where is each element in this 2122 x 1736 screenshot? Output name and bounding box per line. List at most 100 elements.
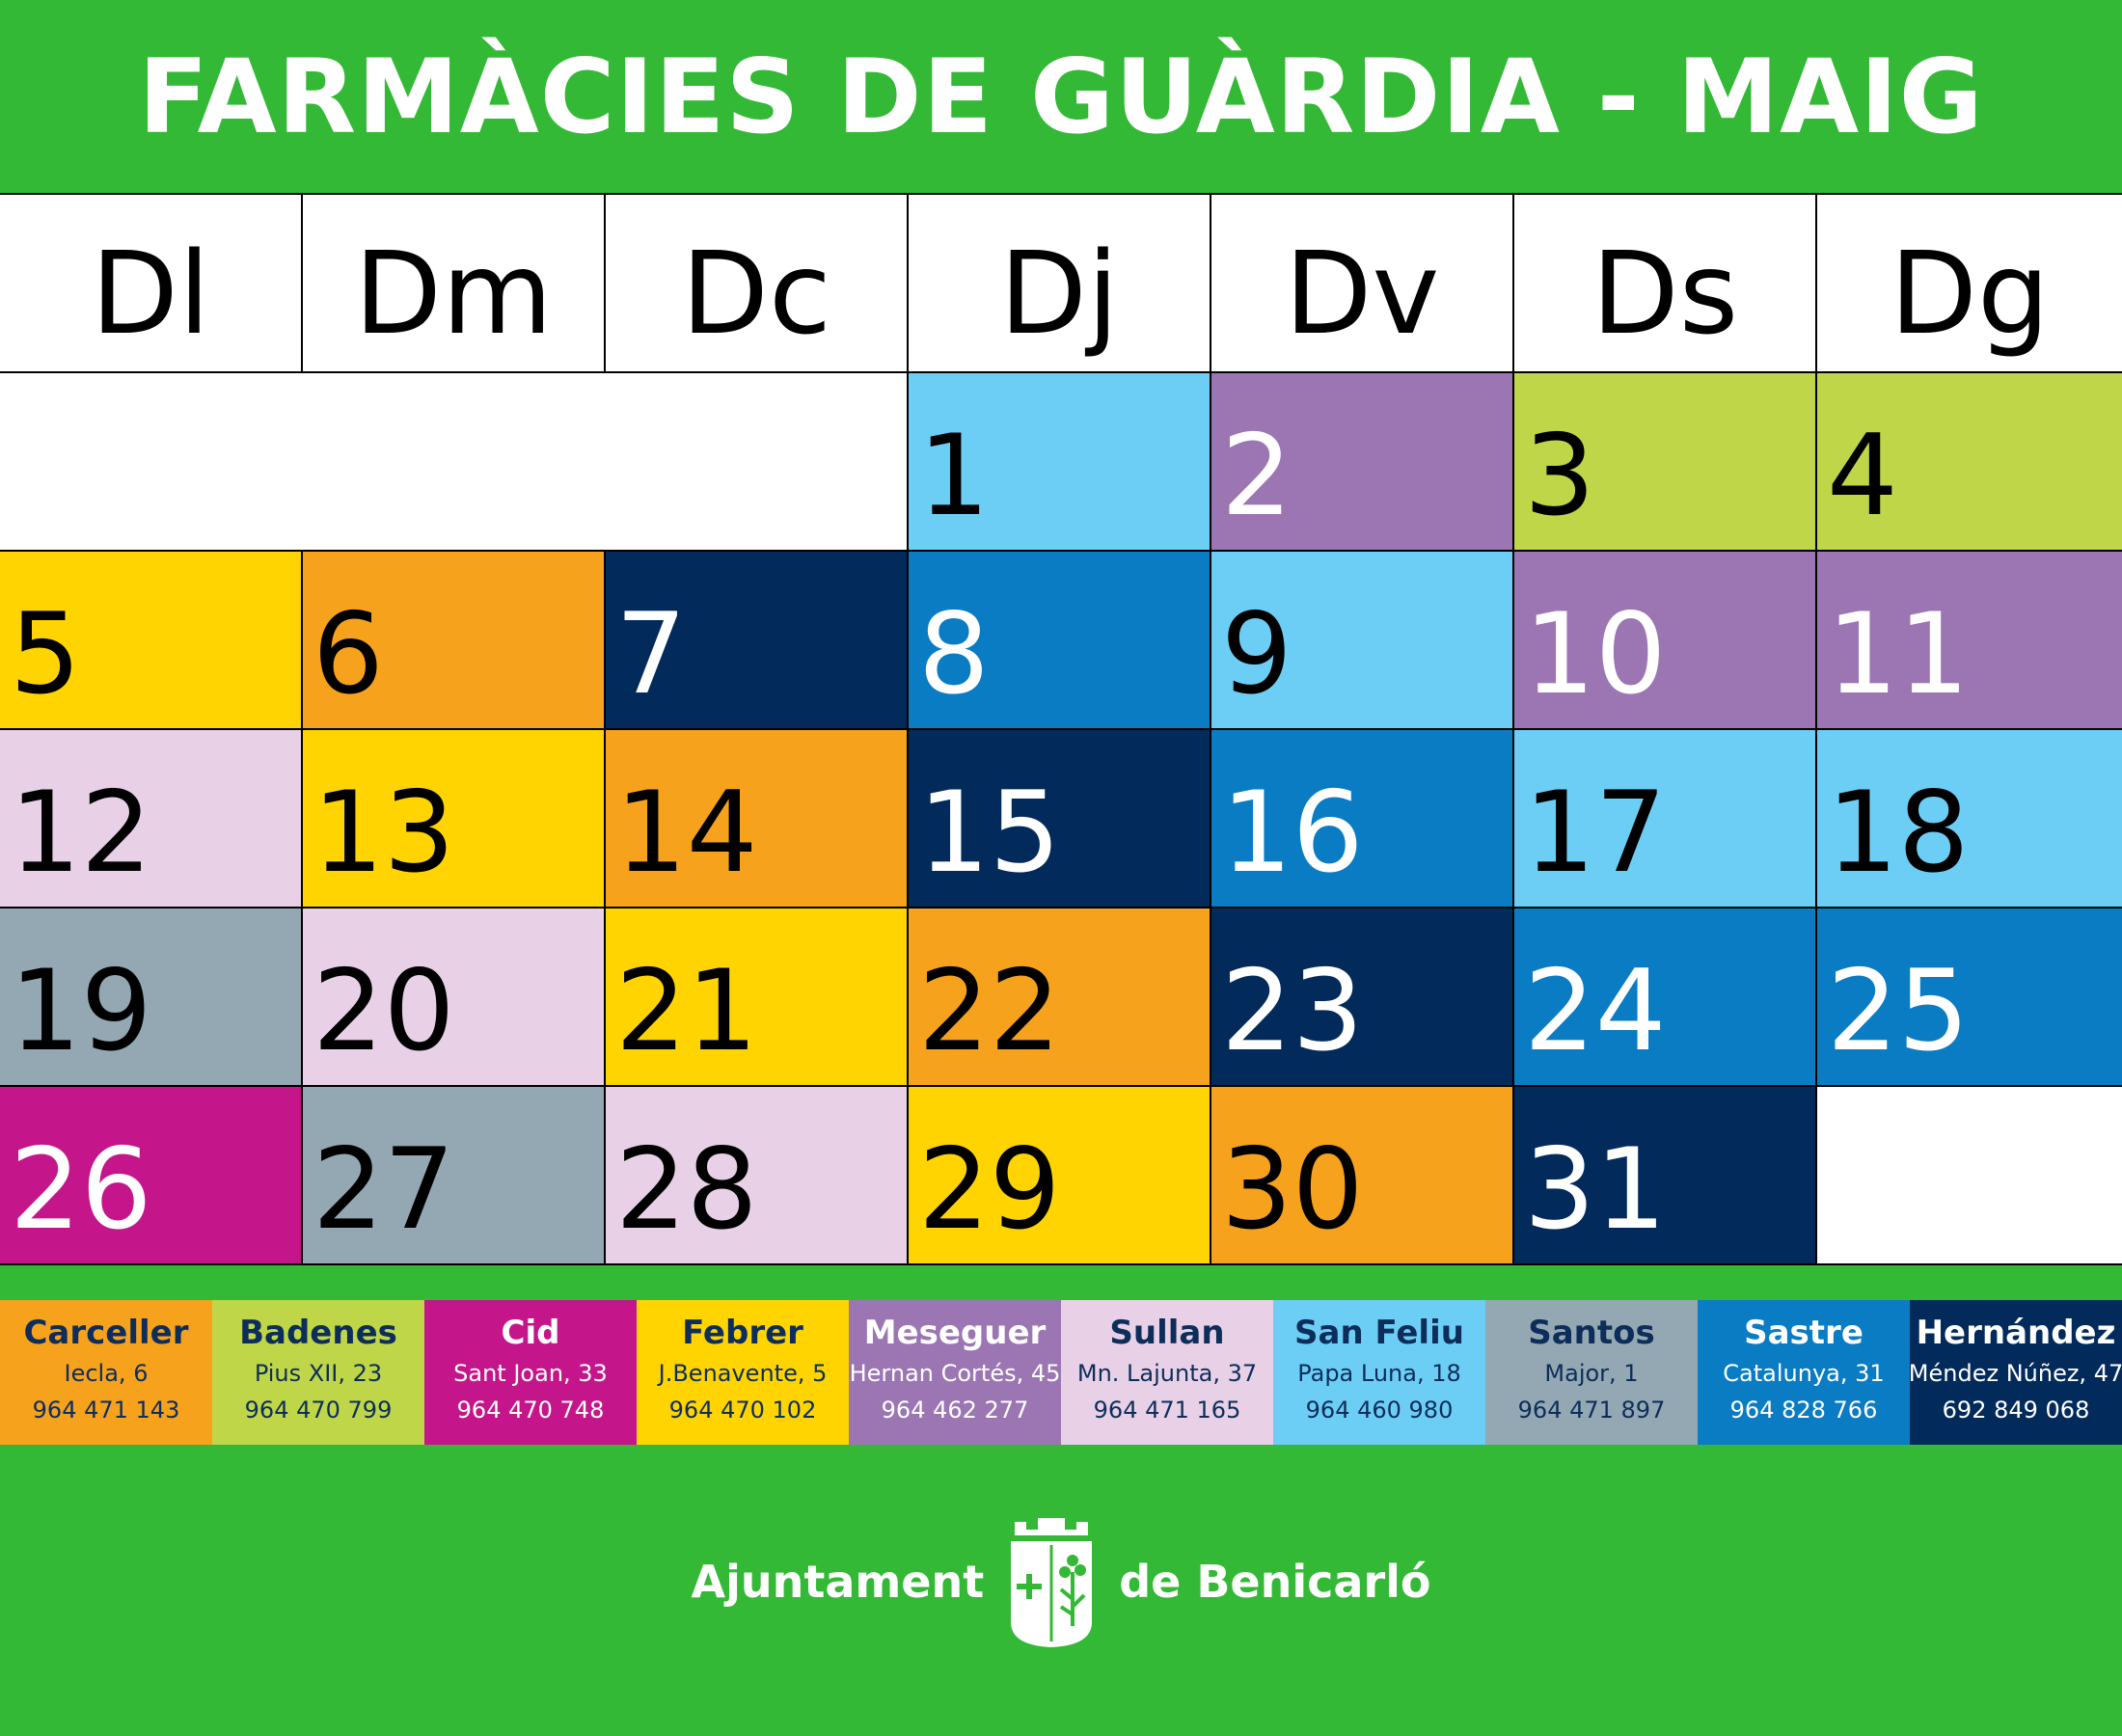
benicarlo-crest-icon bbox=[1011, 1518, 1093, 1647]
calendar-top-border bbox=[0, 193, 2122, 195]
pharmacy-address: Méndez Núñez, 47 bbox=[1910, 1360, 2122, 1387]
pharmacy-address: Papa Luna, 18 bbox=[1297, 1360, 1461, 1387]
pharmacy-legend-item: Febrer J.Benavente, 5 964 470 102 bbox=[637, 1300, 849, 1445]
day-number: 8 bbox=[918, 589, 990, 719]
day-number: 10 bbox=[1524, 589, 1667, 719]
calendar-day-cell: 6 bbox=[303, 552, 606, 730]
calendar-day-cell: 12 bbox=[0, 730, 303, 909]
weekday-header: Dl bbox=[0, 195, 303, 373]
pharmacy-name: San Feliu bbox=[1294, 1314, 1464, 1352]
pharmacy-name: Febrer bbox=[682, 1314, 803, 1352]
day-number: 29 bbox=[918, 1125, 1061, 1255]
pharmacy-address: Major, 1 bbox=[1544, 1360, 1639, 1387]
calendar-day-cell: 14 bbox=[606, 730, 909, 909]
calendar-day-cell: 25 bbox=[1817, 909, 2122, 1087]
day-number: 23 bbox=[1221, 946, 1364, 1076]
pharmacy-legend-item: Sullan Mn. Lajunta, 37 964 471 165 bbox=[1061, 1300, 1273, 1445]
pharmacy-legend-item: Hernández Méndez Núñez, 47 692 849 068 bbox=[1910, 1300, 2122, 1445]
day-number: 20 bbox=[313, 946, 455, 1076]
pharmacy-address: Mn. Lajunta, 37 bbox=[1076, 1360, 1258, 1387]
pharmacy-phone: 964 471 897 bbox=[1517, 1397, 1666, 1424]
day-number: 25 bbox=[1827, 946, 1970, 1076]
pharmacy-address: Catalunya, 31 bbox=[1723, 1360, 1885, 1387]
calendar-day-cell: 9 bbox=[1211, 552, 1514, 730]
day-number: 4 bbox=[1827, 411, 1898, 541]
pharmacy-phone: 964 470 102 bbox=[668, 1397, 817, 1424]
pharmacy-address: Sant Joan, 33 bbox=[453, 1360, 608, 1387]
calendar-day-cell: 28 bbox=[606, 1087, 909, 1265]
day-number: 14 bbox=[615, 768, 758, 898]
calendar-day-cell: 24 bbox=[1514, 909, 1817, 1087]
empty-cell bbox=[1817, 1087, 2122, 1265]
pharmacy-name: Hernández bbox=[1916, 1314, 2116, 1352]
footer-logo: Ajuntament de Benicarló bbox=[0, 1485, 2122, 1678]
footer-text-right: de Benicarló bbox=[1119, 1556, 1431, 1608]
pharmacy-name: Carceller bbox=[23, 1314, 189, 1352]
pharmacy-address: J.Benavente, 5 bbox=[658, 1360, 828, 1387]
pharmacy-phone: 964 828 766 bbox=[1729, 1397, 1878, 1424]
day-number: 16 bbox=[1221, 768, 1364, 898]
calendar-day-cell: 3 bbox=[1514, 373, 1817, 552]
day-number: 1 bbox=[918, 411, 990, 541]
day-number: 31 bbox=[1524, 1125, 1667, 1255]
weekday-header: Dv bbox=[1211, 195, 1514, 373]
calendar-day-cell: 30 bbox=[1211, 1087, 1514, 1265]
day-number: 21 bbox=[615, 946, 758, 1076]
pharmacy-phone: 692 849 068 bbox=[1942, 1397, 2090, 1424]
calendar-day-cell: 4 bbox=[1817, 373, 2122, 552]
day-number: 19 bbox=[10, 946, 152, 1076]
pharmacy-name: Meseguer bbox=[863, 1314, 1047, 1352]
day-number: 27 bbox=[313, 1125, 455, 1255]
calendar-day-cell: 15 bbox=[909, 730, 1211, 909]
calendar-day-cell: 7 bbox=[606, 552, 909, 730]
calendar-day-cell: 20 bbox=[303, 909, 606, 1087]
pharmacy-phone: 964 462 277 bbox=[881, 1397, 1029, 1424]
pharmacy-name: Sastre bbox=[1744, 1314, 1864, 1352]
weekday-header: Dm bbox=[303, 195, 606, 373]
calendar-day-cell: 21 bbox=[606, 909, 909, 1087]
calendar-grid: Dl Dm Dc Dj Dv Ds Dg 1 2 3 4 5 6 7 8 9 10 11 12 13 14 15 16 17… bbox=[0, 193, 2122, 1265]
pharmacy-address: Pius XII, 23 bbox=[254, 1360, 383, 1387]
day-number: 5 bbox=[10, 589, 81, 719]
pharmacy-legend-item: Carceller Iecla, 6 964 471 143 bbox=[0, 1300, 212, 1445]
day-number: 13 bbox=[313, 768, 455, 898]
day-number: 15 bbox=[918, 768, 1061, 898]
pharmacy-legend-item: Sastre Catalunya, 31 964 828 766 bbox=[1698, 1300, 1910, 1445]
pharmacy-phone: 964 471 165 bbox=[1093, 1397, 1241, 1424]
pharmacy-name: Badenes bbox=[239, 1314, 397, 1352]
day-number: 30 bbox=[1221, 1125, 1364, 1255]
pharmacy-name: Cid bbox=[501, 1314, 560, 1352]
pharmacy-legend-item: Meseguer Hernan Cortés, 45 964 462 277 bbox=[849, 1300, 1061, 1445]
pharmacy-phone: 964 470 799 bbox=[244, 1397, 393, 1424]
calendar-day-cell: 31 bbox=[1514, 1087, 1817, 1265]
calendar-day-cell: 18 bbox=[1817, 730, 2122, 909]
day-number: 7 bbox=[615, 589, 687, 719]
day-number: 6 bbox=[313, 589, 384, 719]
pharmacy-legend-item: Cid Sant Joan, 33 964 470 748 bbox=[424, 1300, 637, 1445]
pharmacy-legend: Carceller Iecla, 6 964 471 143 Badenes Pius … bbox=[0, 1300, 2122, 1445]
pharmacy-phone: 964 471 143 bbox=[32, 1397, 180, 1424]
calendar-day-cell: 17 bbox=[1514, 730, 1817, 909]
calendar-day-cell: 5 bbox=[0, 552, 303, 730]
day-number: 22 bbox=[918, 946, 1061, 1076]
day-number: 9 bbox=[1221, 589, 1292, 719]
page-title: FARMÀCIES DE GUÀRDIA - MAIG bbox=[138, 37, 1984, 156]
pharmacy-address: Hernan Cortés, 45 bbox=[849, 1360, 1061, 1387]
pharmacy-name: Sullan bbox=[1109, 1314, 1225, 1352]
day-number: 11 bbox=[1827, 589, 1970, 719]
calendar-day-cell: 8 bbox=[909, 552, 1211, 730]
calendar-day-cell: 29 bbox=[909, 1087, 1211, 1265]
weekday-header: Dc bbox=[606, 195, 909, 373]
footer-text-left: Ajuntament bbox=[691, 1556, 985, 1608]
day-number: 12 bbox=[10, 768, 152, 898]
calendar-day-cell: 16 bbox=[1211, 730, 1514, 909]
pharmacy-phone: 964 470 748 bbox=[456, 1397, 605, 1424]
calendar-day-cell: 27 bbox=[303, 1087, 606, 1265]
weekday-header: Ds bbox=[1514, 195, 1817, 373]
calendar-day-cell: 1 bbox=[909, 373, 1211, 552]
pharmacy-phone: 964 460 980 bbox=[1305, 1397, 1454, 1424]
calendar-day-cell: 22 bbox=[909, 909, 1211, 1087]
pharmacy-legend-item: Badenes Pius XII, 23 964 470 799 bbox=[212, 1300, 424, 1445]
weekday-header: Dj bbox=[909, 195, 1211, 373]
calendar-day-cell: 26 bbox=[0, 1087, 303, 1265]
